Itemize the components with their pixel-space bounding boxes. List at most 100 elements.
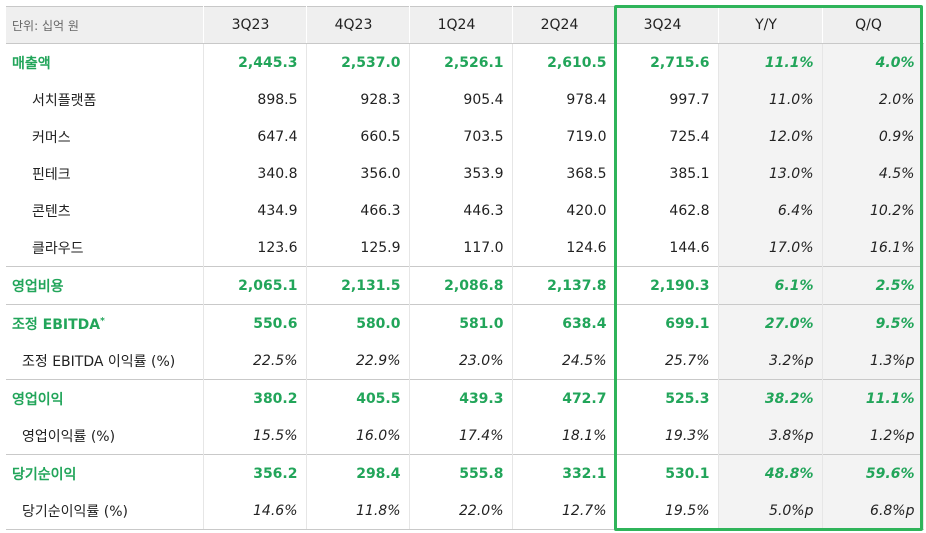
- row-label-text: 클라우드: [32, 240, 84, 257]
- table-cell: 580.0: [306, 304, 410, 342]
- table-cell: 2.5%: [822, 266, 924, 305]
- table-cell: 353.9: [409, 155, 513, 192]
- row-label: 당기순이익: [6, 454, 204, 492]
- row-label: 영업이익률 (%): [6, 417, 204, 455]
- table-cell: 472.7: [512, 379, 616, 417]
- table-cell: 13.0%: [718, 155, 823, 192]
- row-label-text: 당기순이익: [12, 466, 77, 483]
- row-label: 영업이익: [6, 379, 204, 417]
- table-cell: 15.5%: [203, 417, 307, 455]
- table-cell: 2,137.8: [512, 266, 616, 305]
- row-label: 조정 EBITDA*: [6, 304, 204, 342]
- header-row: 단위: 십억 원 3Q23 4Q23 1Q24 2Q24 3Q24 Y/Y Q/…: [6, 6, 924, 44]
- table-cell: 0.9%: [822, 118, 924, 155]
- table-cell: 555.8: [409, 454, 513, 492]
- table-cell: 385.1: [615, 155, 719, 192]
- table-row: 커머스 647.4 660.5 703.5 719.0 725.4 12.0% 0.9%: [6, 118, 924, 155]
- table-cell: 462.8: [615, 192, 719, 229]
- table-cell: 340.8: [203, 155, 307, 192]
- row-label: 콘텐츠: [6, 192, 204, 229]
- table-cell: 2.0%: [822, 81, 924, 118]
- table-cell: 38.2%: [718, 379, 823, 417]
- row-label: 서치플랫폼: [6, 81, 204, 118]
- footnote-mark: *: [100, 315, 105, 326]
- row-label-text: 영업비용: [12, 278, 64, 295]
- table-cell: 17.4%: [409, 417, 513, 455]
- table-cell: 434.9: [203, 192, 307, 229]
- table-cell: 11.0%: [718, 81, 823, 118]
- row-label-text: 콘텐츠: [32, 203, 71, 220]
- table-row: 콘텐츠 434.9 466.3 446.3 420.0 462.8 6.4% 10.2%: [6, 192, 924, 229]
- table-cell: 2,610.5: [512, 43, 616, 81]
- financial-table: 단위: 십억 원 3Q23 4Q23 1Q24 2Q24 3Q24 Y/Y Q/…: [6, 6, 924, 530]
- table-cell: 298.4: [306, 454, 410, 492]
- table-cell: 11.1%: [718, 43, 823, 81]
- row-label: 커머스: [6, 118, 204, 155]
- table-row: 핀테크 340.8 356.0 353.9 368.5 385.1 13.0% 4.5%: [6, 155, 924, 192]
- table-cell: 11.1%: [822, 379, 924, 417]
- table-cell: 2,537.0: [306, 43, 410, 81]
- col-header: 1Q24: [409, 6, 513, 44]
- unit-label: 단위: 십억 원: [6, 6, 204, 44]
- table-cell: 905.4: [409, 81, 513, 118]
- table-cell: 19.3%: [615, 417, 719, 455]
- col-header: Y/Y: [718, 6, 823, 44]
- table-cell: 22.9%: [306, 342, 410, 380]
- table-cell: 144.6: [615, 229, 719, 267]
- row-label: 당기순이익률 (%): [6, 492, 204, 530]
- table-cell: 24.5%: [512, 342, 616, 380]
- table-cell: 22.5%: [203, 342, 307, 380]
- table-cell: 356.0: [306, 155, 410, 192]
- table-cell: 123.6: [203, 229, 307, 267]
- row-label-text: 영업이익: [12, 391, 64, 408]
- table-cell: 446.3: [409, 192, 513, 229]
- row-label-text: 매출액: [12, 55, 51, 72]
- row-label-text: 핀테크: [32, 166, 71, 183]
- table-cell: 2,065.1: [203, 266, 307, 305]
- row-label-text: 커머스: [32, 129, 71, 146]
- table-cell: 420.0: [512, 192, 616, 229]
- table-cell: 719.0: [512, 118, 616, 155]
- table-cell: 725.4: [615, 118, 719, 155]
- table-cell: 405.5: [306, 379, 410, 417]
- table-cell: 928.3: [306, 81, 410, 118]
- table-cell: 11.8%: [306, 492, 410, 530]
- table-cell: 2,190.3: [615, 266, 719, 305]
- table-cell: 4.5%: [822, 155, 924, 192]
- table-cell: 16.1%: [822, 229, 924, 267]
- table-cell: 978.4: [512, 81, 616, 118]
- row-label: 조정 EBITDA 이익률 (%): [6, 342, 204, 380]
- table-cell: 1.2%p: [822, 417, 924, 455]
- table-cell: 18.1%: [512, 417, 616, 455]
- table-cell: 5.0%p: [718, 492, 823, 530]
- col-header: 3Q24: [615, 6, 719, 44]
- table-cell: 22.0%: [409, 492, 513, 530]
- row-label: 매출액: [6, 43, 204, 81]
- table-cell: 19.5%: [615, 492, 719, 530]
- table-cell: 356.2: [203, 454, 307, 492]
- table-row: 당기순이익률 (%) 14.6% 11.8% 22.0% 12.7% 19.5% 5.0%p…: [6, 492, 924, 530]
- table-cell: 6.1%: [718, 266, 823, 305]
- table-cell: 699.1: [615, 304, 719, 342]
- table-cell: 1.3%p: [822, 342, 924, 380]
- table-cell: 466.3: [306, 192, 410, 229]
- table-cell: 10.2%: [822, 192, 924, 229]
- row-label-text: 조정 EBITDA: [12, 316, 101, 333]
- table-cell: 16.0%: [306, 417, 410, 455]
- table-cell: 2,715.6: [615, 43, 719, 81]
- table-cell: 439.3: [409, 379, 513, 417]
- col-header: 2Q24: [512, 6, 616, 44]
- table-row: 매출액 2,445.3 2,537.0 2,526.1 2,610.5 2,715.6 11…: [6, 43, 924, 81]
- table-cell: 332.1: [512, 454, 616, 492]
- table-cell: 6.8%p: [822, 492, 924, 530]
- table-row: 영업비용 2,065.1 2,131.5 2,086.8 2,137.8 2,190.3 6…: [6, 266, 924, 305]
- table-row: 조정 EBITDA* 550.6 580.0 581.0 638.4 699.1 27.0%…: [6, 304, 924, 342]
- table-cell: 647.4: [203, 118, 307, 155]
- table-cell: 2,445.3: [203, 43, 307, 81]
- table-cell: 703.5: [409, 118, 513, 155]
- table-cell: 59.6%: [822, 454, 924, 492]
- table-cell: 997.7: [615, 81, 719, 118]
- col-header: 4Q23: [306, 6, 410, 44]
- table-cell: 581.0: [409, 304, 513, 342]
- table-row: 영업이익률 (%) 15.5% 16.0% 17.4% 18.1% 19.3% 3.8%p 1…: [6, 417, 924, 455]
